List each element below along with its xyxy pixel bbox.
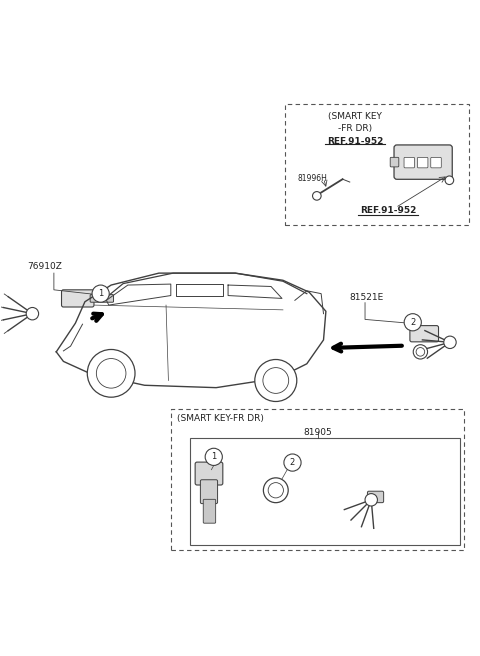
Text: REF.91-952: REF.91-952 xyxy=(327,137,384,146)
FancyBboxPatch shape xyxy=(367,491,384,502)
Text: 81521E: 81521E xyxy=(350,293,384,302)
FancyBboxPatch shape xyxy=(404,157,415,168)
Circle shape xyxy=(87,350,135,397)
FancyBboxPatch shape xyxy=(390,157,399,167)
FancyBboxPatch shape xyxy=(203,499,216,523)
Circle shape xyxy=(92,285,109,302)
Text: REF.91-952: REF.91-952 xyxy=(360,206,417,215)
FancyBboxPatch shape xyxy=(90,295,114,302)
Text: 76910Z: 76910Z xyxy=(28,262,62,271)
Text: 1: 1 xyxy=(98,289,103,298)
Text: -FR DR): -FR DR) xyxy=(338,124,372,133)
FancyBboxPatch shape xyxy=(431,157,441,168)
Text: (SMART KEY-FR DR): (SMART KEY-FR DR) xyxy=(177,414,264,423)
Circle shape xyxy=(205,448,222,466)
Circle shape xyxy=(416,348,425,356)
Circle shape xyxy=(268,483,283,498)
Circle shape xyxy=(263,367,288,394)
Bar xyxy=(285,104,469,226)
FancyBboxPatch shape xyxy=(200,480,217,504)
FancyBboxPatch shape xyxy=(410,325,439,342)
FancyBboxPatch shape xyxy=(394,145,452,179)
Circle shape xyxy=(255,359,297,401)
Circle shape xyxy=(445,176,454,184)
Circle shape xyxy=(444,336,456,348)
Circle shape xyxy=(96,359,126,388)
Bar xyxy=(171,409,464,550)
Text: 2: 2 xyxy=(410,318,415,327)
Text: 1: 1 xyxy=(211,453,216,461)
Circle shape xyxy=(26,308,38,320)
Text: 2: 2 xyxy=(290,458,295,467)
Text: 81905: 81905 xyxy=(303,428,332,437)
Text: (SMART KEY: (SMART KEY xyxy=(328,112,382,121)
Text: 81996H: 81996H xyxy=(297,174,327,183)
Circle shape xyxy=(264,478,288,502)
Circle shape xyxy=(365,493,377,506)
FancyBboxPatch shape xyxy=(418,157,428,168)
Circle shape xyxy=(404,314,421,331)
Circle shape xyxy=(312,192,321,200)
Circle shape xyxy=(413,344,428,359)
Circle shape xyxy=(284,454,301,471)
FancyBboxPatch shape xyxy=(61,290,94,307)
FancyBboxPatch shape xyxy=(195,462,223,485)
Bar xyxy=(190,438,459,545)
